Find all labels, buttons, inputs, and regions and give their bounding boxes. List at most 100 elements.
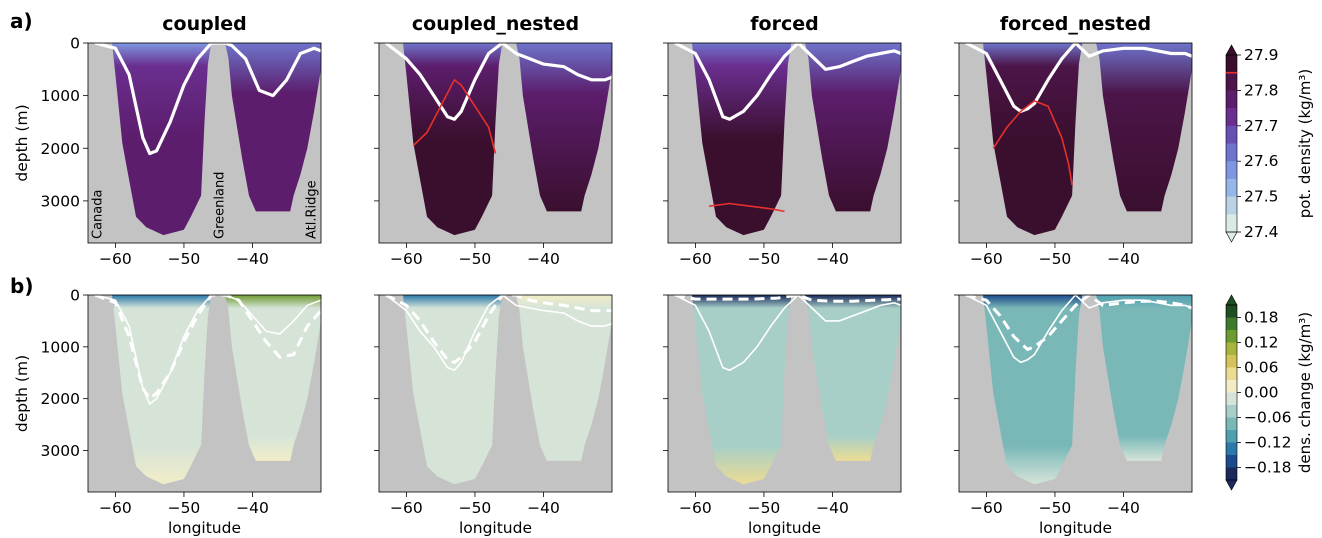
east-basin-density-change-field bbox=[1096, 295, 1192, 461]
mixed-layer-depth-dashed-line bbox=[94, 295, 321, 401]
colorbar-segment bbox=[1226, 317, 1237, 331]
x-tick-label: −60 bbox=[99, 499, 132, 517]
colorbar-b: −0.18 −0.12 −0.06 0.00 0.06 0.12 0.18 dens. cha… bbox=[1225, 294, 1314, 491]
colorbar-segment bbox=[1226, 90, 1237, 109]
east-basin-density-field bbox=[805, 43, 901, 212]
west-basin-density-field bbox=[692, 43, 792, 236]
panel-a-1: −60 −50 −40 0 1000 2000 3000 coupled Canada Green… bbox=[41, 13, 322, 268]
x-tick-label: −60 bbox=[99, 250, 132, 268]
colorbar-segment bbox=[1226, 55, 1237, 74]
colorbar-tick-label: 27.6 bbox=[1244, 152, 1279, 170]
colorbar-segment bbox=[1226, 455, 1237, 468]
panel-b-2: −60 −50 −40 longitude bbox=[374, 294, 613, 537]
y-tick-label: 3000 bbox=[41, 192, 80, 210]
x-tick-label: −50 bbox=[168, 250, 201, 268]
colorbar-tick-label: 0.18 bbox=[1244, 309, 1279, 327]
mixed-layer-depth-line bbox=[965, 43, 1192, 113]
colorbar-segment bbox=[1226, 196, 1237, 215]
east-basin-density-field bbox=[516, 43, 612, 212]
east-basin-density-change-field bbox=[805, 295, 901, 461]
colorbar-tick-label: −0.12 bbox=[1244, 434, 1292, 452]
plot-frame bbox=[958, 294, 1193, 493]
colorbar-segment bbox=[1226, 330, 1237, 343]
colorbar-segment bbox=[1226, 405, 1237, 418]
x-tick-label: −50 bbox=[168, 499, 201, 517]
x-tick-label: −40 bbox=[1107, 250, 1140, 268]
y-tick-label: 1000 bbox=[41, 87, 80, 105]
colorbar-extend-min bbox=[1225, 479, 1238, 491]
panel-title: forced_nested bbox=[1000, 13, 1151, 35]
panel-a-3: −60 −50 −40 forced bbox=[663, 13, 902, 268]
colorbar-segment bbox=[1226, 161, 1237, 180]
x-tick-label: −40 bbox=[527, 250, 560, 268]
colorbar-segment bbox=[1226, 380, 1237, 393]
land-label: Canada bbox=[91, 190, 106, 239]
west-basin-density-change-field bbox=[692, 295, 792, 485]
colorbar-extend-max bbox=[1225, 44, 1238, 56]
colorbar-segment bbox=[1226, 143, 1237, 162]
y-tick-label: 3000 bbox=[41, 442, 80, 460]
x-tick-label: −50 bbox=[459, 250, 492, 268]
x-tick-label: −60 bbox=[970, 250, 1003, 268]
colorbar-segment bbox=[1226, 125, 1237, 144]
west-basin-density-change-field bbox=[983, 295, 1083, 485]
x-tick-label: −50 bbox=[748, 499, 781, 517]
red-isopycnal-contour bbox=[708, 202, 785, 213]
west-basin-density-field bbox=[983, 43, 1083, 236]
x-tick-label: −60 bbox=[390, 250, 423, 268]
mixed-layer-depth-line bbox=[384, 43, 612, 121]
mixed-layer-depth-solid-line bbox=[965, 295, 1192, 364]
red-isopycnal-contour bbox=[992, 99, 1073, 186]
colorbar-tick-label: 0.06 bbox=[1244, 359, 1279, 377]
red-isopycnal-contour bbox=[412, 78, 497, 154]
colorbar-tick-label: −0.18 bbox=[1244, 459, 1292, 477]
x-tick-label: −50 bbox=[748, 250, 781, 268]
colorbar-tick-label: 27.7 bbox=[1244, 117, 1279, 135]
colorbar-segment bbox=[1226, 214, 1237, 233]
east-basin-density-change-field bbox=[225, 295, 321, 461]
colorbar-segment bbox=[1226, 108, 1237, 127]
x-tick-label: −40 bbox=[816, 499, 849, 517]
x-tick-label: −40 bbox=[236, 250, 269, 268]
colorbar-tick-label: 27.5 bbox=[1244, 188, 1279, 206]
mixed-layer-depth-line bbox=[94, 43, 321, 156]
colorbar-tick-label: 27.9 bbox=[1244, 46, 1279, 64]
mixed-layer-depth-line bbox=[674, 43, 901, 121]
y-tick-label: 1000 bbox=[41, 338, 80, 356]
panel-label-a: a) bbox=[10, 9, 33, 33]
x-tick-label: −50 bbox=[459, 499, 492, 517]
panel-a-4: −60 −50 −40 forced_nested bbox=[954, 13, 1193, 268]
colorbar-segment bbox=[1226, 392, 1237, 406]
x-tick-label: −40 bbox=[527, 499, 560, 517]
panel-title: forced bbox=[750, 13, 818, 35]
colorbar-segment bbox=[1226, 305, 1237, 318]
panel-a-2: −60 −50 −40 coupled_nested bbox=[374, 13, 613, 268]
x-axis-label: longitude bbox=[748, 519, 821, 537]
x-axis-label: longitude bbox=[459, 519, 532, 537]
colorbar-segment bbox=[1226, 430, 1237, 443]
colorbar-segment bbox=[1226, 367, 1237, 381]
colorbar-tick-label: 0.00 bbox=[1244, 384, 1279, 402]
y-tick-label: 2000 bbox=[41, 140, 80, 158]
colorbar-segment bbox=[1226, 442, 1237, 456]
panel-b-3: −60 −50 −40 longitude bbox=[663, 294, 902, 537]
y-tick-label: 2000 bbox=[41, 390, 80, 408]
x-tick-label: −60 bbox=[679, 499, 712, 517]
plot-frame bbox=[667, 294, 902, 493]
x-axis-label: longitude bbox=[1039, 519, 1112, 537]
x-tick-label: −50 bbox=[1039, 250, 1072, 268]
east-basin-density-change-field bbox=[516, 295, 612, 461]
mixed-layer-depth-dashed-line bbox=[965, 295, 1192, 352]
mixed-layer-depth-solid-line bbox=[385, 295, 612, 372]
colorbar-segment bbox=[1226, 342, 1237, 356]
y-tick-label: 0 bbox=[70, 287, 80, 305]
colorbar-label: pot. density (kg/m³) bbox=[1296, 69, 1314, 218]
plot-frame bbox=[87, 42, 322, 244]
panel-b-4: −60 −50 −40 longitude bbox=[954, 294, 1193, 537]
land-label: Greenland bbox=[213, 172, 228, 239]
panel-label-b: b) bbox=[10, 274, 33, 298]
colorbar-segment bbox=[1226, 72, 1237, 91]
plot-frame bbox=[378, 294, 613, 493]
mixed-layer-depth-dashed-line bbox=[385, 295, 612, 365]
